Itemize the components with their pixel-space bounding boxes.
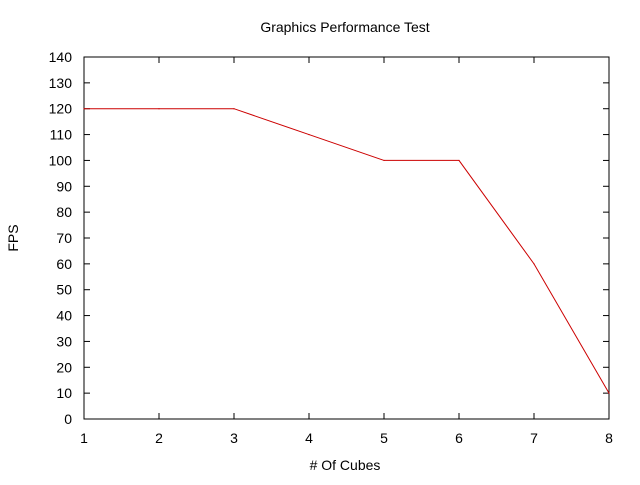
x-tick-label: 4: [305, 430, 313, 446]
data-point: [233, 108, 235, 110]
series-layer: [83, 108, 610, 394]
y-tick-label: 40: [56, 308, 72, 324]
y-tick-label: 0: [64, 411, 72, 427]
x-tick-label: 6: [455, 430, 463, 446]
x-tick-label: 3: [230, 430, 238, 446]
y-tick-label: 80: [56, 204, 72, 220]
y-tick-label: 50: [56, 282, 72, 298]
x-tick-label: 8: [605, 430, 613, 446]
y-tick-label: 90: [56, 178, 72, 194]
x-axis: 1 2 3 4 5 6 7 8: [80, 57, 613, 446]
series-line-0: [84, 108, 610, 394]
chart-title: Graphics Performance Test: [260, 19, 429, 35]
plot-frame: [83, 56, 610, 420]
y-tick-label: 20: [56, 359, 72, 375]
x-axis-label: # Of Cubes: [310, 457, 381, 473]
y-tick-label: 30: [56, 333, 72, 349]
y-tick-label: 70: [56, 230, 72, 246]
data-point: [608, 392, 610, 394]
y-tick-label: 140: [49, 49, 73, 65]
x-tick-label: 1: [80, 430, 88, 446]
y-tick-label: 10: [56, 385, 72, 401]
x-tick-label: 2: [155, 430, 163, 446]
y-tick-label: 120: [49, 101, 73, 117]
y-tick-label: 110: [50, 127, 73, 143]
x-tick-label: 5: [380, 430, 388, 446]
x-tick-label: 7: [530, 430, 538, 446]
data-point: [533, 263, 535, 265]
data-point: [158, 108, 160, 110]
y-tick-label: 100: [49, 152, 73, 168]
y-axis-label: FPS: [5, 224, 21, 251]
data-point: [308, 133, 310, 136]
data-point: [83, 108, 85, 110]
y-tick-label: 60: [56, 256, 72, 272]
data-point: [383, 159, 385, 162]
y-axis: 0 10 20 30 40 50 60 70 80 90 100 110 120 130 140: [49, 49, 609, 427]
y-tick-label: 130: [49, 75, 73, 91]
data-point: [458, 159, 460, 162]
